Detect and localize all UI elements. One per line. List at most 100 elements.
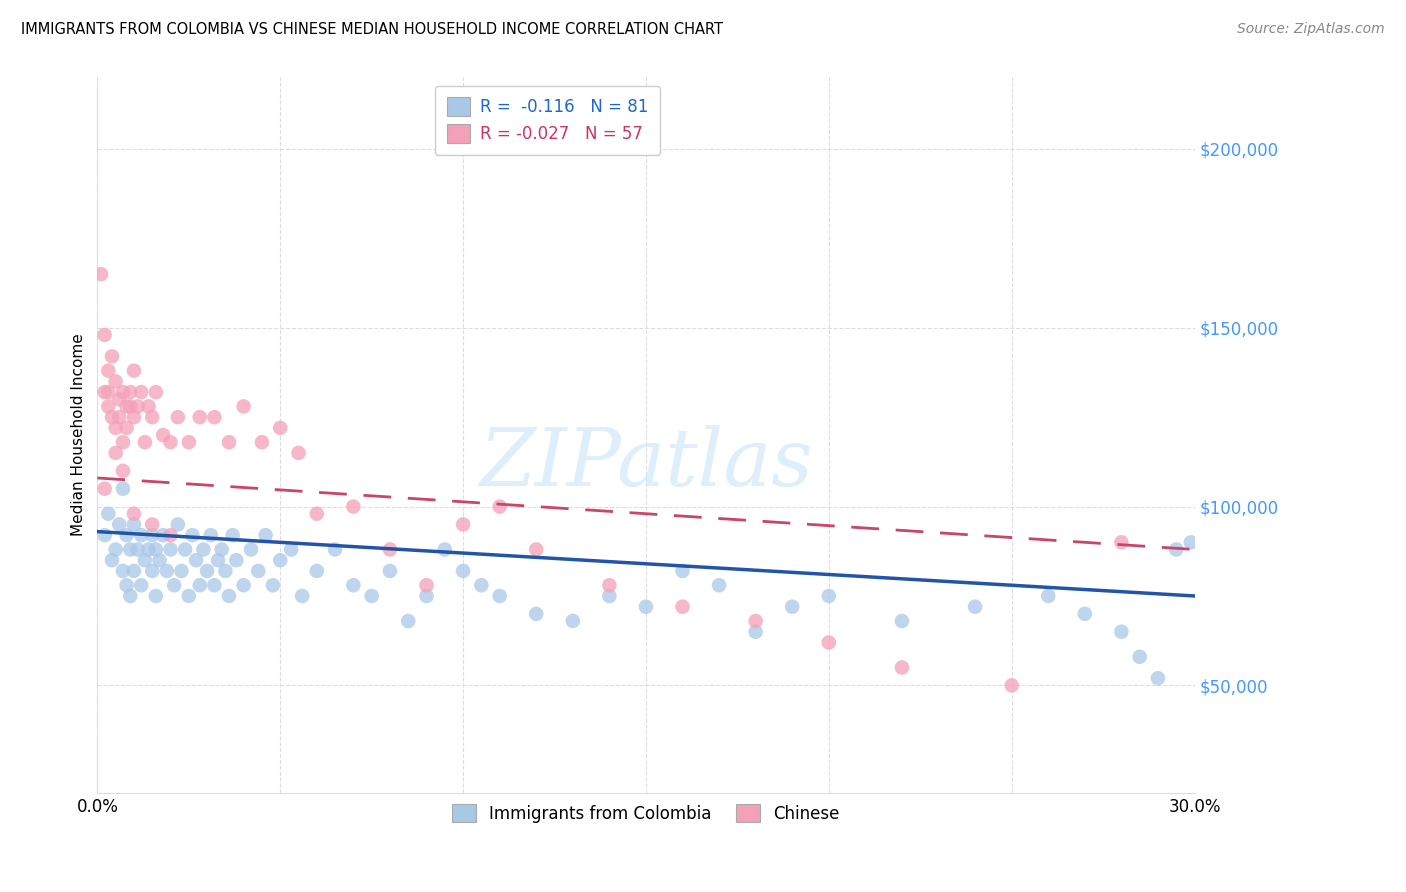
- Point: [122, 517, 145, 532]
- Point: [111, 482, 134, 496]
- Point: [111, 435, 134, 450]
- Point: [524, 607, 547, 621]
- Point: [671, 599, 693, 614]
- Point: [141, 517, 163, 532]
- Point: [1147, 671, 1170, 685]
- Point: [280, 542, 302, 557]
- Point: [177, 589, 200, 603]
- Point: [269, 553, 291, 567]
- Point: [232, 400, 254, 414]
- Point: [115, 528, 138, 542]
- Point: [202, 578, 225, 592]
- Point: [145, 385, 167, 400]
- Point: [891, 660, 914, 674]
- Point: [360, 589, 382, 603]
- Point: [415, 589, 437, 603]
- Point: [138, 400, 160, 414]
- Point: [174, 542, 197, 557]
- Point: [148, 553, 170, 567]
- Point: [1111, 535, 1133, 549]
- Point: [254, 528, 277, 542]
- Point: [108, 517, 131, 532]
- Point: [159, 435, 181, 450]
- Point: [145, 542, 167, 557]
- Point: [122, 507, 145, 521]
- Point: [159, 528, 181, 542]
- Point: [1180, 535, 1202, 549]
- Point: [671, 564, 693, 578]
- Point: [323, 542, 346, 557]
- Point: [1038, 589, 1060, 603]
- Point: [101, 410, 124, 425]
- Point: [111, 385, 134, 400]
- Point: [396, 614, 419, 628]
- Point: [232, 578, 254, 592]
- Point: [97, 400, 120, 414]
- Point: [115, 578, 138, 592]
- Point: [470, 578, 492, 592]
- Point: [598, 578, 620, 592]
- Point: [141, 410, 163, 425]
- Point: [744, 614, 766, 628]
- Point: [378, 564, 401, 578]
- Point: [250, 435, 273, 450]
- Point: [378, 542, 401, 557]
- Point: [141, 528, 163, 542]
- Point: [181, 528, 204, 542]
- Point: [152, 428, 174, 442]
- Point: [93, 385, 115, 400]
- Y-axis label: Median Household Income: Median Household Income: [72, 334, 86, 536]
- Point: [108, 392, 131, 407]
- Point: [305, 564, 328, 578]
- Point: [115, 400, 138, 414]
- Point: [817, 635, 839, 649]
- Point: [129, 578, 152, 592]
- Text: ZIPatlas: ZIPatlas: [479, 425, 813, 502]
- Point: [707, 578, 730, 592]
- Point: [305, 507, 328, 521]
- Point: [184, 553, 207, 567]
- Point: [104, 375, 127, 389]
- Point: [101, 350, 124, 364]
- Point: [965, 599, 987, 614]
- Point: [221, 528, 243, 542]
- Point: [159, 542, 181, 557]
- Point: [634, 599, 657, 614]
- Text: IMMIGRANTS FROM COLOMBIA VS CHINESE MEDIAN HOUSEHOLD INCOME CORRELATION CHART: IMMIGRANTS FROM COLOMBIA VS CHINESE MEDI…: [21, 22, 723, 37]
- Point: [247, 564, 270, 578]
- Point: [1001, 678, 1024, 692]
- Point: [129, 385, 152, 400]
- Point: [166, 410, 188, 425]
- Point: [129, 528, 152, 542]
- Point: [134, 435, 156, 450]
- Point: [780, 599, 803, 614]
- Point: [145, 589, 167, 603]
- Point: [287, 446, 309, 460]
- Point: [291, 589, 314, 603]
- Point: [97, 385, 120, 400]
- Point: [152, 528, 174, 542]
- Point: [342, 500, 364, 514]
- Legend: Immigrants from Colombia, Chinese: Immigrants from Colombia, Chinese: [440, 792, 851, 834]
- Point: [415, 578, 437, 592]
- Point: [239, 542, 262, 557]
- Point: [122, 364, 145, 378]
- Point: [200, 528, 222, 542]
- Point: [115, 421, 138, 435]
- Point: [127, 542, 149, 557]
- Point: [104, 421, 127, 435]
- Point: [120, 589, 142, 603]
- Point: [120, 542, 142, 557]
- Point: [195, 564, 218, 578]
- Point: [433, 542, 456, 557]
- Point: [156, 564, 179, 578]
- Point: [90, 267, 112, 281]
- Point: [108, 410, 131, 425]
- Point: [598, 589, 620, 603]
- Point: [218, 435, 240, 450]
- Point: [214, 564, 236, 578]
- Point: [817, 589, 839, 603]
- Point: [193, 542, 215, 557]
- Point: [101, 553, 124, 567]
- Point: [225, 553, 247, 567]
